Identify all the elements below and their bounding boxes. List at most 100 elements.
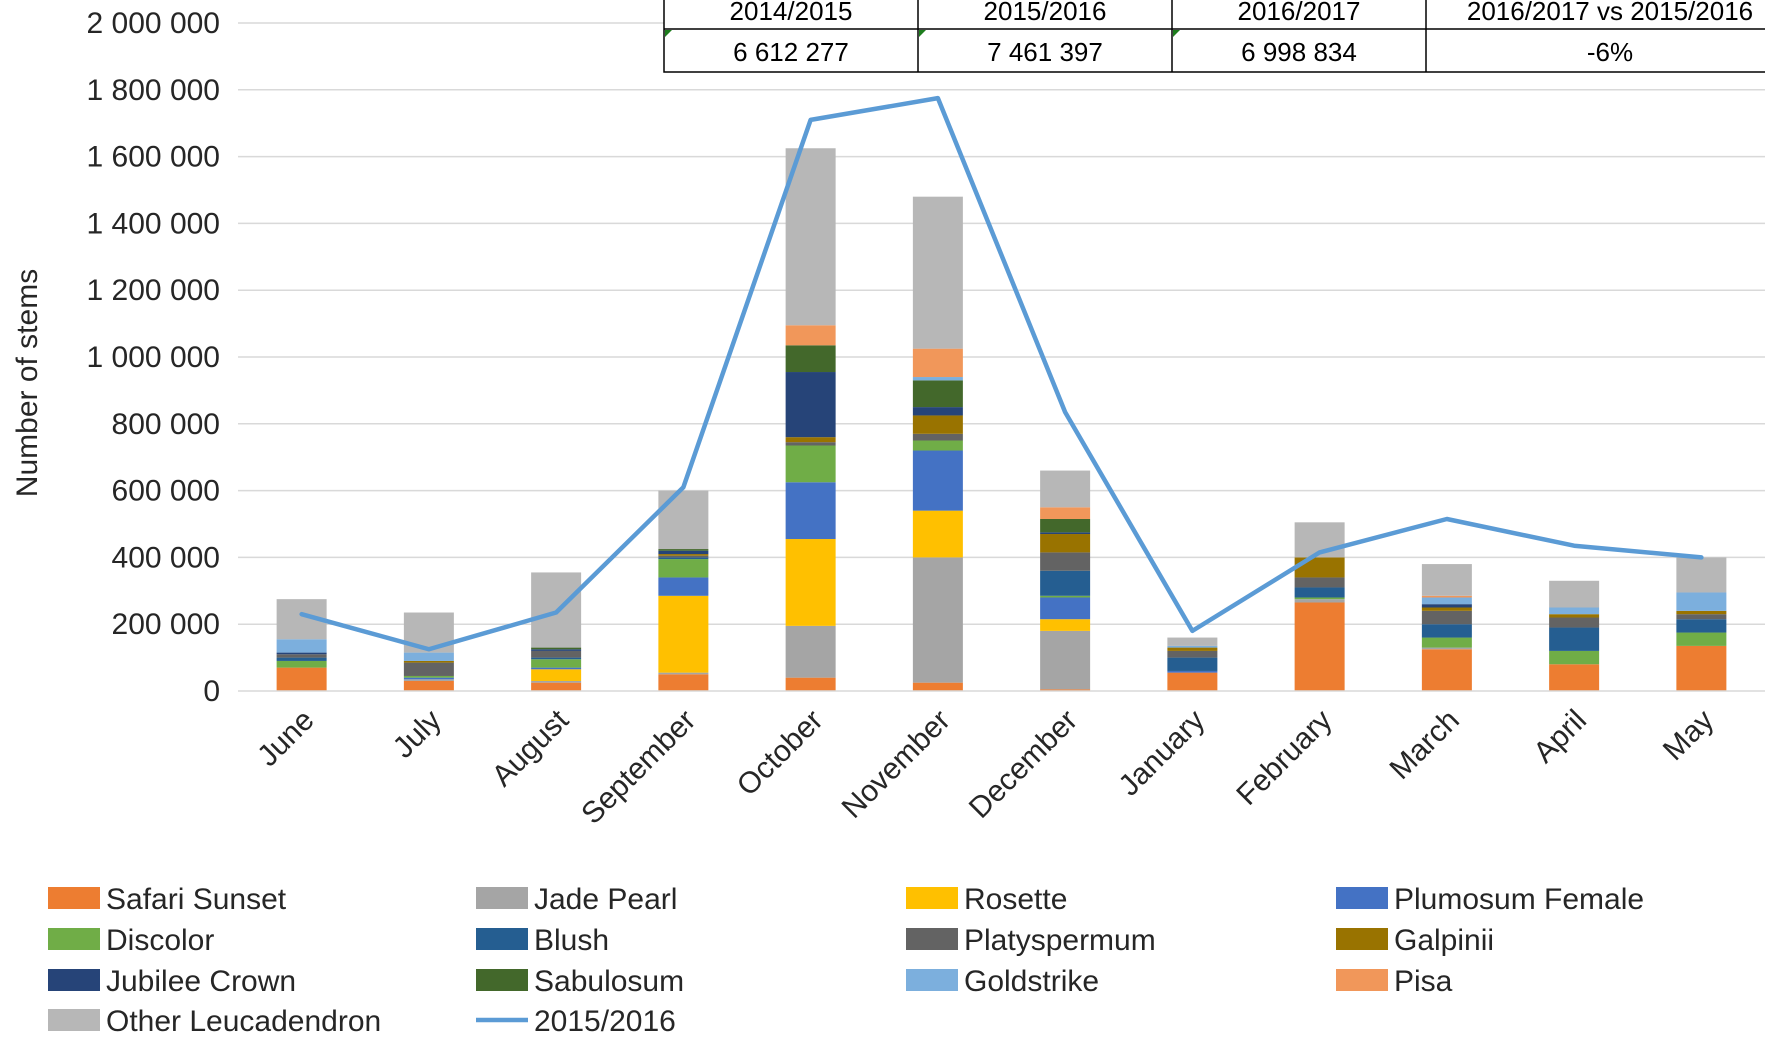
- summary-table: 2014/2015 2015/2016 2016/2017 2016/2017 …: [663, 0, 1765, 73]
- bar-segment-discolor-february: [1294, 597, 1345, 600]
- x-tick-label-november: November: [836, 704, 957, 825]
- x-tick-label-august: August: [486, 703, 576, 793]
- legend-swatch-safari-sunset: [48, 887, 100, 909]
- bar-segment-platyspermum-november: [912, 433, 963, 441]
- bar-segment-other-leucadendron-march: [1421, 564, 1472, 596]
- bar-segment-discolor-may: [1676, 632, 1727, 646]
- y-tick-label: 1 400 000: [87, 207, 220, 240]
- bar-segment-rosette-august: [531, 669, 582, 681]
- bar-segment-sabulosum-december: [1040, 518, 1091, 533]
- bar-segment-jade-pearl-july: [403, 679, 454, 681]
- legend-label-sabulosum: Sabulosum: [534, 965, 684, 998]
- bar-segment-galpinii-july: [403, 660, 454, 663]
- bar-segment-jade-pearl-october: [785, 625, 836, 678]
- legend-swatch-rosette: [906, 887, 958, 909]
- bar-segment-plumosum-female-august: [531, 667, 582, 670]
- bar-segment-jade-pearl-september: [658, 672, 709, 675]
- legend-label-rosette: Rosette: [964, 883, 1067, 916]
- bar-segment-safari-sunset-october: [785, 677, 836, 691]
- bar-segment-blush-february: [1294, 587, 1345, 598]
- bar-segment-goldstrike-june: [276, 639, 327, 653]
- legend-swatch-platyspermum: [906, 928, 958, 950]
- bar-segment-blush-may: [1676, 619, 1727, 633]
- bar-segment-jubilee-crown-october: [785, 372, 836, 438]
- stacked-bars: [276, 148, 1727, 691]
- bar-segment-discolor-june: [276, 660, 327, 668]
- bar-segment-discolor-november: [912, 440, 963, 451]
- bar-segment-goldstrike-april: [1549, 607, 1600, 615]
- y-tick-label: 1 000 000: [87, 341, 220, 374]
- y-tick-label: 800 000: [112, 408, 220, 441]
- bar-segment-other-leucadendron-september: [658, 490, 709, 550]
- legend-swatch-jubilee-crown: [48, 969, 100, 991]
- x-tick-label-april: April: [1527, 704, 1593, 770]
- legend-swatch-plumosum-female: [1336, 887, 1388, 909]
- legend-swatch-pisa: [1336, 969, 1388, 991]
- bar-segment-sabulosum-october: [785, 345, 836, 373]
- bar-segment-safari-sunset-august: [531, 682, 582, 691]
- bar-segment-jade-pearl-november: [912, 557, 963, 683]
- bar-segment-safari-sunset-december: [1040, 689, 1091, 691]
- bar-segment-platyspermum-september: [658, 555, 709, 558]
- bar-segment-platyspermum-august: [531, 650, 582, 658]
- legend-swatch-goldstrike: [906, 969, 958, 991]
- bar-segment-jubilee-crown-november: [912, 407, 963, 416]
- bar-segment-pisa-november: [912, 348, 963, 378]
- bar-segment-blush-september: [658, 557, 709, 560]
- legend-label-jubilee-crown: Jubilee Crown: [106, 965, 296, 998]
- bar-segment-safari-sunset-january: [1167, 672, 1218, 691]
- y-tick-label: 1 800 000: [87, 74, 220, 107]
- bar-segment-sabulosum-november: [912, 380, 963, 408]
- legend-label-discolor: Discolor: [106, 924, 214, 957]
- bar-segment-platyspermum-june: [276, 654, 327, 658]
- x-tick-label-march: March: [1384, 704, 1466, 786]
- bar-segment-safari-sunset-july: [403, 680, 454, 691]
- bar-segment-platyspermum-april: [1549, 617, 1600, 628]
- legend-label-galpinii: Galpinii: [1394, 924, 1494, 957]
- table-value-2016-2017: 6 998 834: [1241, 37, 1357, 67]
- bar-segment-pisa-december: [1040, 507, 1091, 519]
- bar-segment-plumosum-female-december: [1040, 597, 1091, 620]
- bar-segment-discolor-july: [403, 675, 454, 678]
- bar-segment-goldstrike-july: [403, 652, 454, 661]
- y-tick-label: 400 000: [112, 541, 220, 574]
- legend-swatch-blush: [476, 928, 528, 950]
- bar-segment-goldstrike-january: [1167, 645, 1218, 648]
- legend: Safari Sunset Jade Pearl Rosette Plumosum F…: [48, 883, 1644, 1038]
- bar-segment-galpinii-september: [658, 554, 709, 556]
- bar-segment-jubilee-crown-june: [276, 652, 327, 655]
- bar-segment-safari-sunset-june: [276, 667, 327, 691]
- bar-segment-galpinii-december: [1040, 534, 1091, 553]
- line-series-2015-2016: [299, 95, 1704, 652]
- bar-segment-safari-sunset-september: [658, 674, 709, 691]
- legend-swatch-sabulosum: [476, 969, 528, 991]
- x-tick-label-january: January: [1113, 704, 1212, 803]
- table-value-2015-2016: 7 461 397: [987, 37, 1103, 67]
- x-tick-label-february: February: [1230, 704, 1338, 812]
- bar-segment-galpinii-november: [912, 415, 963, 434]
- table-header-change: 2016/2017 vs 2015/2016: [1467, 0, 1753, 26]
- bar-segment-plumosum-female-september: [658, 577, 709, 596]
- bar-segment-safari-sunset-february: [1294, 602, 1345, 691]
- bar-segment-galpinii-april: [1549, 614, 1600, 618]
- bar-segment-discolor-september: [658, 559, 709, 578]
- bar-segment-other-leucadendron-november: [912, 196, 963, 349]
- legend-swatch-other-leucadendron: [48, 1009, 100, 1031]
- y-axis-tick-labels: 0 200 000 400 000 600 000 800 000 1 000 000 1 …: [87, 7, 220, 708]
- bar-segment-platyspermum-may: [1676, 614, 1727, 620]
- bar-segment-blush-january: [1167, 657, 1218, 671]
- bar-segment-jade-pearl-august: [531, 680, 582, 683]
- bar-segment-blush-april: [1549, 627, 1600, 651]
- bar-segment-safari-sunset-march: [1421, 649, 1472, 691]
- bar-segment-platyspermum-october: [785, 442, 836, 446]
- bar-segment-blush-december: [1040, 570, 1091, 596]
- bar-segment-goldstrike-november: [912, 377, 963, 381]
- bar-segment-discolor-december: [1040, 595, 1091, 598]
- bar-segment-platyspermum-december: [1040, 552, 1091, 571]
- bar-segment-jubilee-crown-december: [1040, 532, 1091, 535]
- bar-segment-plumosum-female-july: [403, 677, 454, 680]
- legend-label-pisa: Pisa: [1394, 965, 1453, 998]
- bar-segment-jade-pearl-february: [1294, 599, 1345, 603]
- bar-segment-other-leucadendron-april: [1549, 580, 1600, 608]
- legend-swatch-galpinii: [1336, 928, 1388, 950]
